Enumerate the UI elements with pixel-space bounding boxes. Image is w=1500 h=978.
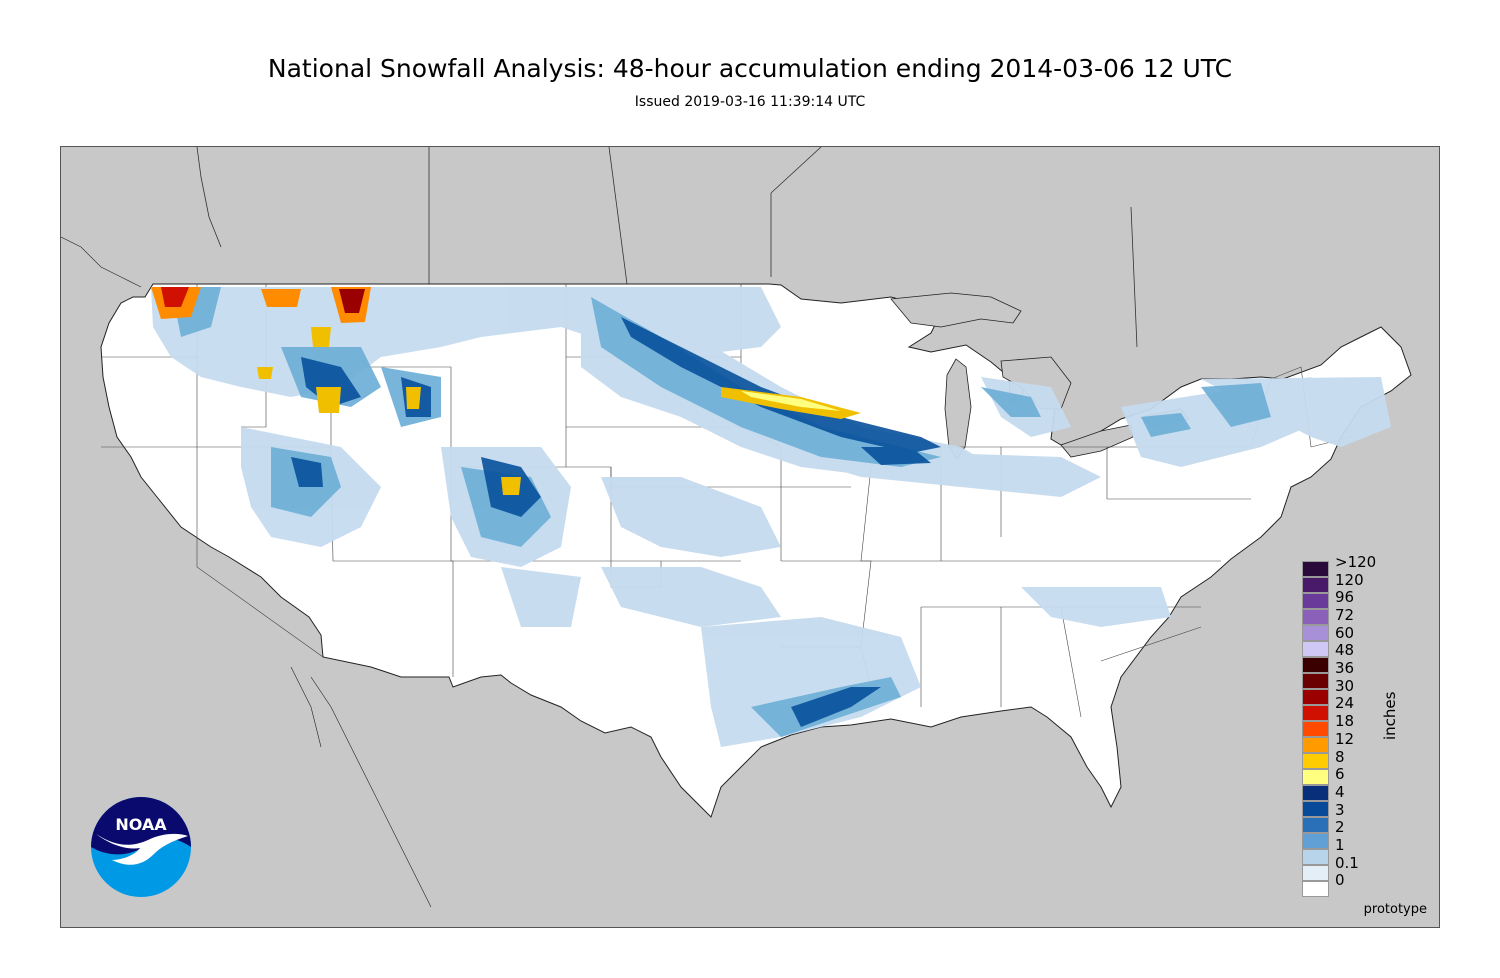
- noaa-logo-text: NOAA: [115, 815, 167, 834]
- legend-tick-label: 4: [1335, 782, 1345, 801]
- prototype-label: prototype: [1363, 902, 1427, 917]
- legend-swatch: [1302, 817, 1329, 833]
- legend-tick-label: 60: [1335, 623, 1355, 642]
- legend-tick-label: 6: [1335, 765, 1345, 784]
- legend-unit-label: inches: [1381, 691, 1399, 740]
- legend-swatch: [1302, 577, 1329, 593]
- legend-tick-label: 18: [1335, 712, 1355, 731]
- legend-swatch: [1302, 721, 1329, 737]
- legend-tick-label: 1: [1335, 835, 1345, 854]
- legend-swatch: [1302, 657, 1329, 673]
- legend-swatch: [1302, 561, 1329, 577]
- legend-swatch: [1302, 705, 1329, 721]
- legend-swatch: [1302, 593, 1329, 609]
- legend-swatch: [1302, 865, 1329, 881]
- legend-tick-label: 0.1: [1335, 853, 1359, 872]
- legend-tick-label: 3: [1335, 800, 1345, 819]
- legend-tick-label: 8: [1335, 747, 1345, 766]
- legend-swatch: [1302, 785, 1329, 801]
- snowfall-map[interactable]: prototype: [60, 146, 1440, 928]
- legend-swatch: [1302, 609, 1329, 625]
- noaa-logo-icon: NOAA: [91, 797, 191, 897]
- legend-swatch: [1302, 641, 1329, 657]
- legend-tick-label: 96: [1335, 588, 1355, 607]
- legend-tick-label: 48: [1335, 641, 1355, 660]
- issued-timestamp: Issued 2019-03-16 11:39:14 UTC: [634, 94, 866, 110]
- legend-swatch: [1302, 753, 1329, 769]
- legend-tick-label: 2: [1335, 818, 1345, 837]
- snowfall-legend: >120 120 96 72 60 48 36 30 24 18 12 8 6 4 3 2 1 0.1 0: [1302, 555, 1500, 897]
- legend-tick-label: 72: [1335, 606, 1355, 625]
- legend-swatch: [1302, 625, 1329, 641]
- legend-swatch: [1302, 849, 1329, 865]
- legend-tick-label: 24: [1335, 694, 1355, 713]
- legend-tick-label: 120: [1335, 570, 1364, 589]
- map-title: National Snowfall Analysis: 48-hour accu…: [267, 54, 1233, 83]
- legend-swatch: [1302, 833, 1329, 849]
- legend-tick-label: 36: [1335, 659, 1355, 678]
- noaa-logo: NOAA: [90, 796, 192, 898]
- legend-tick-label: 30: [1335, 676, 1355, 695]
- map-canvas: [61, 147, 1412, 908]
- legend-tick-label: 12: [1335, 729, 1355, 748]
- legend-tick-label: >120: [1335, 553, 1377, 571]
- legend-tick-label: 0: [1335, 871, 1345, 890]
- legend-swatch: [1302, 769, 1329, 785]
- snow-extreme: [151, 287, 861, 495]
- legend-swatch: [1302, 801, 1329, 817]
- legend-swatch: [1302, 689, 1329, 705]
- legend-swatch: [1302, 673, 1329, 689]
- legend-swatch: [1302, 737, 1329, 753]
- legend-swatch: [1302, 881, 1329, 897]
